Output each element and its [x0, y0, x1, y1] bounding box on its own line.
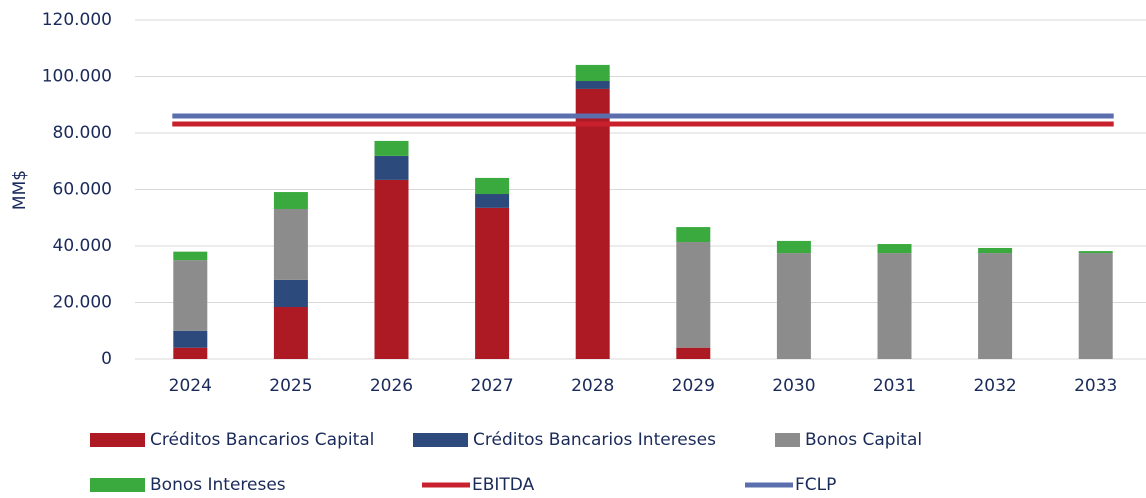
bar-segment	[676, 227, 711, 243]
y-axis-label: MM$	[10, 170, 30, 210]
bar-segment	[1078, 253, 1113, 359]
bar-segment	[475, 207, 510, 359]
bar-segment	[374, 140, 409, 156]
bar-segment	[1078, 251, 1113, 254]
legend-swatch	[90, 478, 145, 492]
bar-segment	[776, 240, 811, 254]
x-tick-label: 2026	[370, 376, 413, 396]
legend-label: FCLP	[795, 475, 836, 495]
bar-segment	[877, 244, 912, 254]
bar-segment	[374, 155, 409, 180]
y-tick-label: 0	[101, 349, 112, 369]
y-tick-label: 20.000	[53, 293, 112, 313]
legend-swatch	[90, 433, 145, 447]
x-tick-label: 2029	[672, 376, 715, 396]
bar-segment	[374, 179, 409, 359]
y-tick-label: 100.000	[42, 67, 112, 87]
bar-segment	[173, 330, 208, 348]
bar-segment	[273, 307, 308, 359]
x-tick-label: 2027	[470, 376, 513, 396]
bar-segment	[575, 81, 610, 89]
bar-segment	[475, 194, 510, 208]
x-tick-label: 2030	[772, 376, 815, 396]
y-tick-label: 40.000	[53, 236, 112, 256]
y-tick-label: 60.000	[53, 180, 112, 200]
legend-swatch	[413, 433, 468, 447]
bar-segment	[978, 247, 1013, 254]
x-tick-label: 2031	[873, 376, 916, 396]
bar-segment	[273, 208, 308, 280]
bar-segment	[173, 251, 208, 261]
x-tick-label: 2033	[1074, 376, 1117, 396]
x-tick-label: 2032	[973, 376, 1016, 396]
x-tick-label: 2025	[269, 376, 312, 396]
bar-segment	[273, 279, 308, 308]
bar-segment	[776, 253, 811, 359]
legend-swatch	[775, 433, 800, 447]
legend-label: Créditos Bancarios Intereses	[473, 430, 716, 450]
bar-segment	[273, 192, 308, 209]
bar-segment	[173, 260, 208, 331]
bar-segment	[173, 347, 208, 359]
bar-segment	[475, 177, 510, 195]
legend-label: Créditos Bancarios Capital	[150, 430, 374, 450]
legend-label: Bonos Capital	[805, 430, 922, 450]
bar-segment	[978, 253, 1013, 359]
bar-segment	[676, 242, 711, 348]
bar-segment	[575, 88, 610, 360]
y-tick-label: 120.000	[42, 10, 112, 30]
bar-segment	[676, 347, 711, 359]
bar-segment	[877, 253, 912, 359]
x-tick-label: 2024	[169, 376, 212, 396]
bar-segment	[575, 64, 610, 82]
y-tick-label: 80.000	[53, 123, 112, 143]
legend-label: Bonos Intereses	[150, 475, 286, 495]
x-tick-label: 2028	[571, 376, 614, 396]
legend-label: EBITDA	[472, 475, 535, 495]
